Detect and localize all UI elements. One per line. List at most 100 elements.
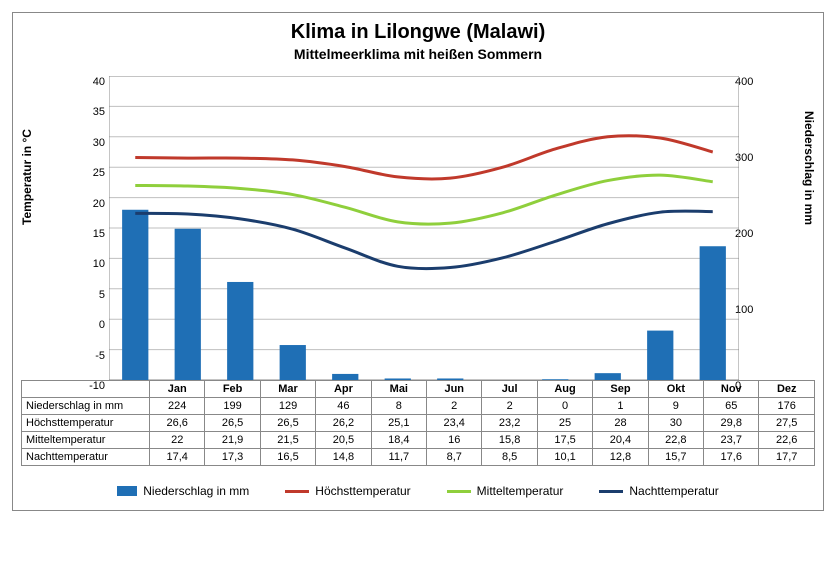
table-cell: 2 — [482, 398, 537, 415]
table-cell: 10,1 — [537, 449, 592, 466]
table-cell: 25,1 — [371, 415, 426, 432]
precip-bar — [385, 378, 411, 380]
y-tick-left: 40 — [65, 76, 105, 88]
table-cell: 15,7 — [648, 449, 703, 466]
table-cell: 16 — [427, 432, 482, 449]
y-tick-left: -5 — [65, 350, 105, 362]
line-swatch-night-icon — [599, 490, 623, 493]
line-swatch-high-icon — [285, 490, 309, 493]
legend-label-precip: Niederschlag in mm — [143, 484, 249, 498]
table-header-month: Sep — [593, 381, 648, 398]
plot-svg — [109, 76, 739, 380]
y-tick-left: 25 — [65, 167, 105, 179]
table-cell: 224 — [150, 398, 205, 415]
table-cell: 8 — [371, 398, 426, 415]
y-ticks-right: 0100200300400 — [735, 76, 775, 380]
table-cell: 11,7 — [371, 449, 426, 466]
legend-mid: Mitteltemperatur — [447, 484, 564, 498]
table-header-month: Aug — [537, 381, 592, 398]
y-axis-right-label: Niederschlag in mm — [802, 111, 816, 225]
table-cell: 23,2 — [482, 415, 537, 432]
table-cell: 26,6 — [150, 415, 205, 432]
table-cell: 22,8 — [648, 432, 703, 449]
table-cell: 26,5 — [260, 415, 315, 432]
table-cell: 17,6 — [704, 449, 759, 466]
precip-bar — [332, 374, 358, 380]
table-cell: 1 — [593, 398, 648, 415]
table-cell: 22 — [150, 432, 205, 449]
table-cell: 14,8 — [316, 449, 371, 466]
table-cell: 21,5 — [260, 432, 315, 449]
table-header-month: Feb — [205, 381, 260, 398]
legend-label-mid: Mitteltemperatur — [477, 484, 564, 498]
y-tick-left: -10 — [65, 380, 105, 392]
table-header-month: Jun — [427, 381, 482, 398]
legend-label-night: Nachttemperatur — [629, 484, 718, 498]
table-cell: 12,8 — [593, 449, 648, 466]
legend-night: Nachttemperatur — [599, 484, 718, 498]
table-header-month: Jan — [150, 381, 205, 398]
night-temp-line — [135, 211, 713, 269]
table-header-month: Mai — [371, 381, 426, 398]
y-tick-left: 20 — [65, 198, 105, 210]
y-tick-right: 300 — [735, 152, 775, 164]
table-cell: 46 — [316, 398, 371, 415]
y-tick-left: 5 — [65, 289, 105, 301]
table-cell: 8,5 — [482, 449, 537, 466]
table-cell: 8,7 — [427, 449, 482, 466]
table-cell: 29,8 — [704, 415, 759, 432]
table-header-month: Apr — [316, 381, 371, 398]
y-tick-right: 100 — [735, 304, 775, 316]
bar-swatch-icon — [117, 486, 137, 496]
legend-high: Höchsttemperatur — [285, 484, 410, 498]
table-cell: 199 — [205, 398, 260, 415]
legend-precip: Niederschlag in mm — [117, 484, 249, 498]
table-cell: 21,9 — [205, 432, 260, 449]
table-cell: 20,5 — [316, 432, 371, 449]
data-table: JanFebMarAprMaiJunJulAugSepOktNovDezNied… — [21, 380, 815, 466]
table-row-header: Niederschlag in mm — [22, 398, 150, 415]
table-cell: 22,6 — [759, 432, 815, 449]
table-row-header: Nachttemperatur — [22, 449, 150, 466]
table-cell: 16,5 — [260, 449, 315, 466]
precip-bar — [175, 229, 201, 380]
table-row: Niederschlag in mm2241991294682201965176 — [22, 398, 815, 415]
table-cell: 26,5 — [205, 415, 260, 432]
precip-bar — [700, 246, 726, 380]
table-cell: 23,7 — [704, 432, 759, 449]
table-cell: 18,4 — [371, 432, 426, 449]
table-header-month: Okt — [648, 381, 703, 398]
y-tick-left: 35 — [65, 106, 105, 118]
table-cell: 17,4 — [150, 449, 205, 466]
chart-title: Klima in Lilongwe (Malawi) — [21, 21, 815, 44]
precip-bar — [227, 282, 253, 380]
table-cell: 129 — [260, 398, 315, 415]
table-cell: 176 — [759, 398, 815, 415]
precip-bar — [437, 378, 463, 380]
table-cell: 17,3 — [205, 449, 260, 466]
high-temp-line — [135, 136, 713, 179]
plot-area — [109, 76, 739, 380]
chart-area: Temperatur in °C Niederschlag in mm -10-… — [21, 70, 815, 380]
legend-label-high: Höchsttemperatur — [315, 484, 410, 498]
y-tick-left: 0 — [65, 319, 105, 331]
y-tick-left: 30 — [65, 137, 105, 149]
table-cell: 65 — [704, 398, 759, 415]
table-cell: 26,2 — [316, 415, 371, 432]
table-cell: 9 — [648, 398, 703, 415]
table-header-month: Jul — [482, 381, 537, 398]
legend: Niederschlag in mm Höchsttemperatur Mitt… — [21, 484, 815, 498]
precip-bar — [595, 373, 621, 380]
y-tick-left: 10 — [65, 258, 105, 270]
line-swatch-mid-icon — [447, 490, 471, 493]
table-cell: 20,4 — [593, 432, 648, 449]
precip-bar — [647, 331, 673, 380]
y-tick-right: 0 — [735, 380, 775, 392]
table-cell: 17,7 — [759, 449, 815, 466]
y-tick-right: 400 — [735, 76, 775, 88]
y-ticks-left: -10-50510152025303540 — [65, 76, 105, 380]
table-row: Höchsttemperatur26,626,526,526,225,123,4… — [22, 415, 815, 432]
table-cell: 27,5 — [759, 415, 815, 432]
climate-chart-container: Klima in Lilongwe (Malawi) Mittelmeerkli… — [12, 12, 824, 511]
table-row: Nachttemperatur17,417,316,514,811,78,78,… — [22, 449, 815, 466]
